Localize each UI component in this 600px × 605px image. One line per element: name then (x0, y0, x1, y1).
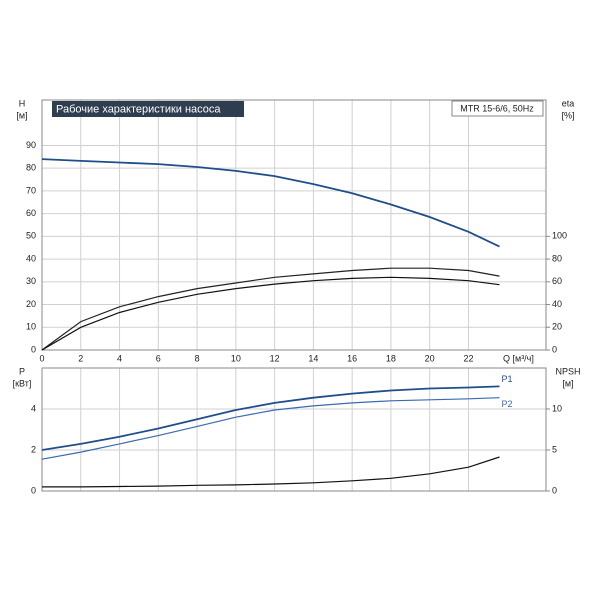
y-tick-label: 60 (26, 208, 36, 218)
y-tick-label: 2 (31, 444, 36, 454)
x-tick-label: 12 (270, 353, 280, 363)
series-line (42, 456, 500, 488)
y-tick-label: 30 (26, 276, 36, 286)
y-tick-label: 4 (31, 403, 36, 413)
x-axis-label: Q [м³/ч] (503, 353, 534, 363)
x-tick-label: 6 (156, 353, 161, 363)
y2-axis-label: eta (562, 98, 575, 108)
x-tick-label: 2 (78, 353, 83, 363)
y-tick-label: 80 (26, 163, 36, 173)
y2-tick-label: 10 (552, 403, 562, 413)
x-tick-label: 22 (463, 353, 473, 363)
y2-tick-label: 80 (552, 253, 562, 263)
y2-axis-unit: [%] (561, 110, 574, 120)
series-line (41, 385, 500, 451)
series-line (41, 158, 500, 248)
y2-tick-label: 5 (552, 444, 557, 454)
y2-axis-unit: [м] (562, 378, 573, 388)
y-axis-label: H (19, 98, 26, 108)
x-tick-label: 4 (117, 353, 122, 363)
y-tick-label: 40 (26, 253, 36, 263)
x-tick-label: 18 (386, 353, 396, 363)
y2-tick-label: 0 (552, 485, 557, 495)
title-box (52, 101, 244, 117)
y2-tick-label: 0 (552, 344, 557, 354)
y-tick-label: 50 (26, 231, 36, 241)
y-tick-label: 90 (26, 140, 36, 150)
chart-title: Рабочие характеристики насоса (56, 103, 221, 115)
series-label: P2 (501, 399, 512, 409)
series-line (41, 276, 500, 351)
series-line (41, 397, 500, 460)
model-label: MTR 15-6/6, 50Hz (460, 103, 534, 113)
y-tick-label: 70 (26, 185, 36, 195)
x-tick-label: 16 (347, 353, 357, 363)
x-tick-label: 20 (425, 353, 435, 363)
x-tick-label: 0 (39, 353, 44, 363)
y-axis-unit: [кВт] (13, 378, 32, 388)
series-line (41, 267, 500, 351)
y2-axis-label: NPSH (555, 366, 580, 376)
series-label: P1 (501, 374, 512, 384)
plot-frame (41, 367, 547, 492)
y2-tick-label: 20 (552, 322, 562, 332)
x-tick-label: 8 (195, 353, 200, 363)
y-axis-unit: [м] (16, 110, 27, 120)
y2-tick-label: 100 (552, 231, 567, 241)
x-tick-label: 10 (231, 353, 241, 363)
y-tick-label: 10 (26, 322, 36, 332)
y-tick-label: 20 (26, 299, 36, 309)
y2-tick-label: 40 (552, 299, 562, 309)
y2-tick-label: 60 (552, 276, 562, 286)
model-box (451, 100, 544, 117)
y-tick-label: 0 (31, 485, 36, 495)
y-tick-label: 0 (31, 344, 36, 354)
plot-frame (41, 99, 547, 351)
y-axis-label: P (19, 366, 25, 376)
x-tick-label: 14 (308, 353, 318, 363)
